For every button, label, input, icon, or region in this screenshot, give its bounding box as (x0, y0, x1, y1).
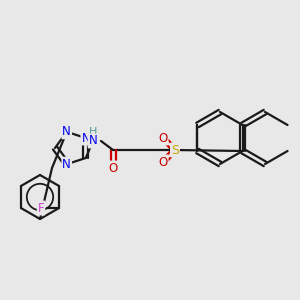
Text: O: O (158, 131, 168, 145)
Text: N: N (88, 134, 98, 148)
Text: N: N (62, 158, 71, 171)
Text: F: F (38, 202, 44, 214)
Text: O: O (158, 155, 168, 169)
Text: S: S (171, 143, 179, 157)
Text: H: H (89, 127, 97, 137)
Text: O: O (108, 161, 118, 175)
Text: N: N (81, 131, 90, 145)
Text: N: N (62, 125, 71, 138)
